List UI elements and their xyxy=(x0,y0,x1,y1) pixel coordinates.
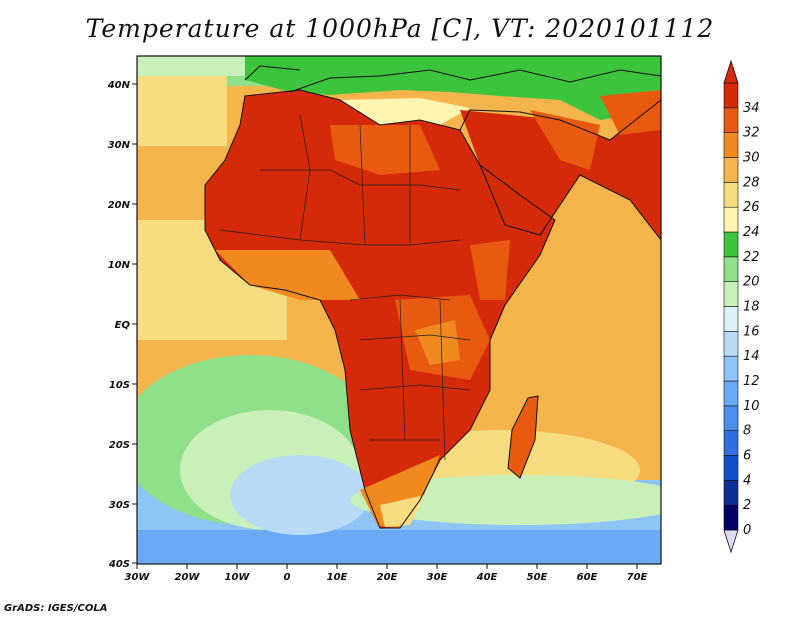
lat-label: 30S xyxy=(109,500,130,511)
lon-label: 40E xyxy=(476,572,498,583)
africa-landmass xyxy=(205,90,555,528)
lon-label: 10E xyxy=(327,572,348,583)
colorbar-swatch xyxy=(723,306,739,332)
lon-label: 50E xyxy=(527,572,548,583)
map-frame xyxy=(136,55,662,565)
lon-label: 30E xyxy=(427,572,448,583)
lat-label: 40S xyxy=(108,559,130,570)
colorbar-swatch xyxy=(723,455,739,481)
madagascar xyxy=(508,396,538,478)
lat-label: 40N xyxy=(107,80,131,91)
colorbar-label: 28 xyxy=(743,175,760,190)
colorbar-swatch xyxy=(723,380,739,407)
lon-label: 0 xyxy=(284,572,291,583)
colorbar-swatch xyxy=(723,480,739,506)
colorbar-swatch xyxy=(723,132,739,158)
colorbar-swatch xyxy=(723,504,739,531)
colorbar-swatch xyxy=(723,107,739,133)
colorbar-swatch xyxy=(723,355,739,382)
colorbar-swatch xyxy=(723,206,739,233)
lat-label: 10N xyxy=(108,260,131,271)
latitude-axis: 40N 30N 20N 10N EQ 10S 20S 30S 40S xyxy=(107,80,137,570)
colorbar-label: 4 xyxy=(743,473,751,488)
lon-label: 30W xyxy=(125,572,151,583)
colorbar-label: 16 xyxy=(743,324,760,339)
colorbar-swatch xyxy=(723,256,739,282)
colorbar-label: 6 xyxy=(743,449,751,464)
lon-label: 60E xyxy=(577,572,598,583)
colorbar-label: 26 xyxy=(743,200,760,215)
colorbar-label: 30 xyxy=(743,151,760,166)
lat-label: 30N xyxy=(108,140,131,151)
colorbar-swatch xyxy=(723,231,739,258)
colorbar-label: 14 xyxy=(743,349,760,364)
lon-label: 70E xyxy=(627,572,648,583)
colorbar-max-arrow xyxy=(723,59,739,84)
colorbar-swatch xyxy=(723,331,739,357)
colorbar-label: 20 xyxy=(743,275,760,290)
lat-label: 20N xyxy=(108,200,131,211)
colorbar-swatch xyxy=(723,157,739,183)
colorbar-swatch xyxy=(723,82,739,109)
colorbar-label: 34 xyxy=(743,101,760,116)
lat-label: 10S xyxy=(109,380,130,391)
credit-label: GrADS: IGES/COLA xyxy=(4,603,108,614)
lat-label: 20S xyxy=(109,440,130,451)
colorbar-label: 2 xyxy=(743,498,751,513)
lon-label: 20W xyxy=(175,572,201,583)
temperature-field xyxy=(137,56,661,564)
colorbar-label: 24 xyxy=(743,225,760,240)
colorbar-swatch xyxy=(723,281,739,307)
lon-label: 20E xyxy=(377,572,398,583)
colorbar-label: 32 xyxy=(743,126,760,141)
colorbar-label: 10 xyxy=(743,399,760,414)
colorbar-label: 8 xyxy=(743,424,751,439)
colorbar-swatch xyxy=(723,405,739,431)
colorbar-label: 0 xyxy=(743,523,751,538)
lat-label: EQ xyxy=(115,320,131,331)
colorbar-swatch xyxy=(723,430,739,456)
colorbar-label: 22 xyxy=(743,250,760,265)
colorbar-label: 18 xyxy=(743,300,760,315)
colorbar-min-arrow xyxy=(723,529,739,554)
colorbar-swatch xyxy=(723,182,739,208)
longitude-axis: 30W 20W 10W 0 10E 20E 30E 40E 50E 60E 70… xyxy=(125,564,648,583)
map-title: Temperature at 1000hPa [C], VT: 20201011… xyxy=(85,14,715,43)
lon-label: 10W xyxy=(225,572,251,583)
colorbar-label: 12 xyxy=(743,374,760,389)
